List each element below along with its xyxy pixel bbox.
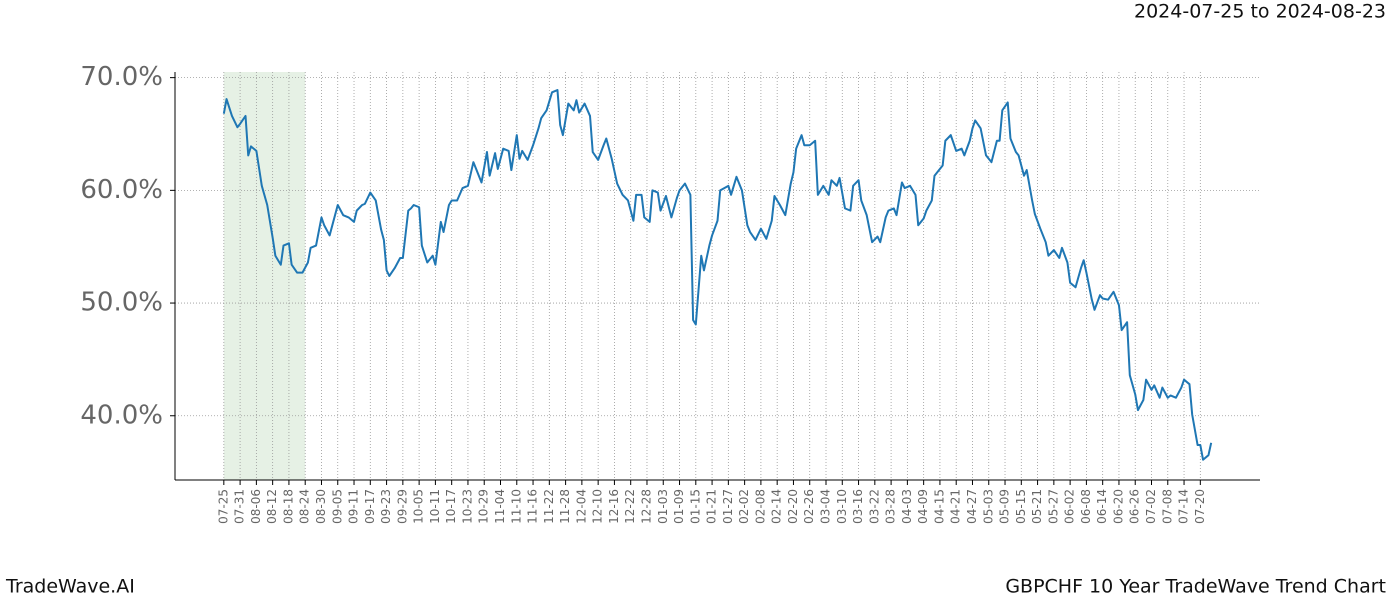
y-tick-label: 70.0% [80, 62, 163, 92]
x-tick-label: 01-27 [721, 489, 735, 524]
x-tick-label: 12-04 [574, 489, 588, 524]
x-tick-label: 06-14 [1095, 489, 1109, 524]
x-tick-label: 11-22 [542, 489, 556, 524]
x-tick-label: 07-31 [233, 489, 247, 524]
x-tick-label: 01-21 [705, 489, 719, 524]
x-tick-label: 01-09 [672, 489, 686, 524]
x-tick-label: 08-18 [281, 489, 295, 524]
x-tick-label: 04-27 [965, 489, 979, 524]
x-tick-label: 03-16 [851, 489, 865, 524]
x-tick-label: 08-30 [314, 489, 328, 524]
y-tick-label: 50.0% [80, 288, 163, 318]
x-tick-label: 08-12 [265, 489, 279, 524]
x-tick-label: 10-29 [477, 489, 491, 524]
x-tick-label: 02-02 [737, 489, 751, 524]
x-tick-label: 11-10 [509, 489, 523, 524]
x-tick-label: 09-05 [330, 489, 344, 524]
x-tick-label: 05-03 [981, 489, 995, 524]
x-tick-label: 07-20 [1193, 489, 1207, 524]
x-tick-label: 07-02 [1144, 489, 1158, 524]
trend-line [222, 89, 1213, 461]
x-tick-label: 10-23 [460, 489, 474, 524]
x-tick-label: 08-24 [298, 489, 312, 524]
x-tick-label: 04-21 [949, 489, 963, 524]
x-tick-label: 06-20 [1111, 489, 1125, 524]
x-tick-label: 12-22 [623, 489, 637, 524]
x-tick-label: 10-11 [428, 489, 442, 524]
x-tick-label: 04-09 [916, 489, 930, 524]
watermark: TradeWave.AI [5, 576, 135, 598]
x-tick-label: 05-15 [1014, 489, 1028, 524]
x-tick-label: 02-14 [770, 489, 784, 524]
x-tick-label: 11-16 [526, 489, 540, 524]
x-tick-label: 03-28 [884, 489, 898, 524]
x-tick-label: 01-15 [688, 489, 702, 524]
x-tick-label: 10-05 [412, 489, 426, 524]
x-tick-label: 10-17 [444, 489, 458, 524]
x-tick-label: 05-09 [998, 489, 1012, 524]
x-tick-label: 09-23 [379, 489, 393, 524]
x-tick-label: 03-10 [835, 489, 849, 524]
x-tick-label: 04-03 [900, 489, 914, 524]
x-tick-label: 08-06 [249, 489, 263, 524]
x-tick-label: 06-02 [1063, 489, 1077, 524]
x-tick-label: 12-28 [639, 489, 653, 524]
highlight-region [223, 72, 306, 480]
x-tick-label: 09-29 [395, 489, 409, 524]
x-tick-label: 12-10 [591, 489, 605, 524]
x-tick-label: 11-04 [493, 489, 507, 524]
y-tick-label: 60.0% [80, 175, 163, 205]
x-tick-label: 03-04 [819, 489, 833, 524]
date-range: 2024-07-25 to 2024-08-23 [1134, 1, 1386, 23]
x-tick-label: 11-28 [558, 489, 572, 524]
chart-title: GBPCHF 10 Year TradeWave Trend Chart [1005, 576, 1386, 598]
x-tick-label: 02-20 [786, 489, 800, 524]
x-tick-label: 07-25 [216, 489, 230, 524]
x-tick-label: 05-27 [1046, 489, 1060, 524]
y-tick-label: 40.0% [80, 400, 163, 430]
x-tick-label: 09-17 [363, 489, 377, 524]
x-tick-label: 02-08 [753, 489, 767, 524]
x-tick-label: 06-08 [1079, 489, 1093, 524]
x-tick-label: 03-22 [867, 489, 881, 524]
x-tick-label: 12-16 [607, 489, 621, 524]
x-tick-label: 07-14 [1177, 489, 1191, 524]
x-tick-label: 09-11 [347, 489, 361, 524]
x-tick-label: 04-15 [932, 489, 946, 524]
x-tick-label: 02-26 [802, 489, 816, 524]
x-tick-label: 05-21 [1030, 489, 1044, 524]
x-tick-label: 01-03 [656, 489, 670, 524]
x-tick-label: 07-08 [1160, 489, 1174, 524]
x-tick-label: 06-26 [1128, 489, 1142, 524]
